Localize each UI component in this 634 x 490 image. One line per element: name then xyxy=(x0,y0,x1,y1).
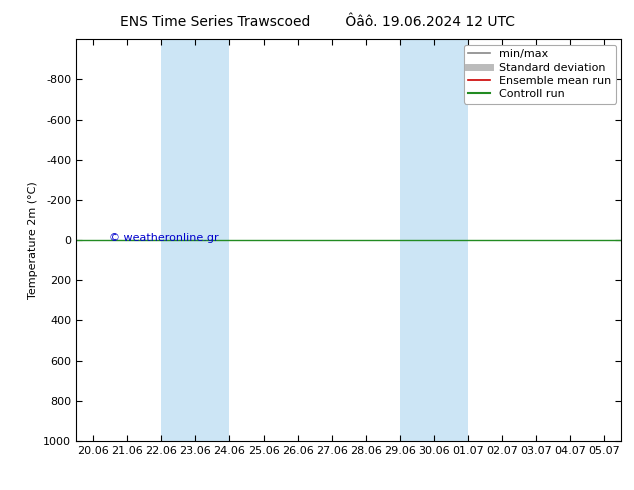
Bar xyxy=(400,39,468,441)
Text: ENS Time Series Trawscoed        Ôâô. 19.06.2024 12 UTC: ENS Time Series Trawscoed Ôâô. 19.06.202… xyxy=(119,15,515,29)
Y-axis label: Temperature 2m (°C): Temperature 2m (°C) xyxy=(28,181,37,299)
Legend: min/max, Standard deviation, Ensemble mean run, Controll run: min/max, Standard deviation, Ensemble me… xyxy=(463,45,616,104)
Bar xyxy=(161,39,230,441)
Text: © weatheronline.gr: © weatheronline.gr xyxy=(109,233,219,243)
